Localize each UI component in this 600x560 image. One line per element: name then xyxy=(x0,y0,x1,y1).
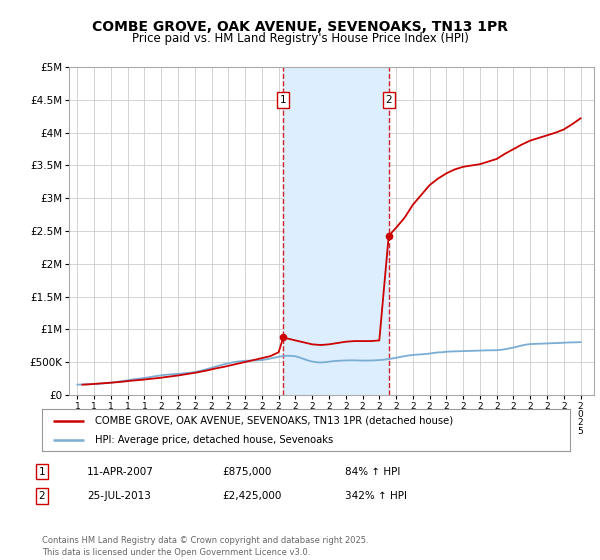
Text: 25-JUL-2013: 25-JUL-2013 xyxy=(87,491,151,501)
Text: £2,425,000: £2,425,000 xyxy=(222,491,281,501)
Text: 1: 1 xyxy=(280,95,287,105)
Text: 2: 2 xyxy=(385,95,392,105)
Text: 11-APR-2007: 11-APR-2007 xyxy=(87,466,154,477)
Bar xyxy=(283,67,389,395)
Text: 1: 1 xyxy=(38,466,46,477)
Text: 2: 2 xyxy=(38,491,46,501)
Text: £875,000: £875,000 xyxy=(222,466,271,477)
Text: 84% ↑ HPI: 84% ↑ HPI xyxy=(345,466,400,477)
Text: Price paid vs. HM Land Registry's House Price Index (HPI): Price paid vs. HM Land Registry's House … xyxy=(131,32,469,45)
Text: COMBE GROVE, OAK AVENUE, SEVENOAKS, TN13 1PR (detached house): COMBE GROVE, OAK AVENUE, SEVENOAKS, TN13… xyxy=(95,416,453,426)
Text: Contains HM Land Registry data © Crown copyright and database right 2025.
This d: Contains HM Land Registry data © Crown c… xyxy=(42,536,368,557)
Text: HPI: Average price, detached house, Sevenoaks: HPI: Average price, detached house, Seve… xyxy=(95,435,333,445)
Text: COMBE GROVE, OAK AVENUE, SEVENOAKS, TN13 1PR: COMBE GROVE, OAK AVENUE, SEVENOAKS, TN13… xyxy=(92,20,508,34)
Text: 342% ↑ HPI: 342% ↑ HPI xyxy=(345,491,407,501)
